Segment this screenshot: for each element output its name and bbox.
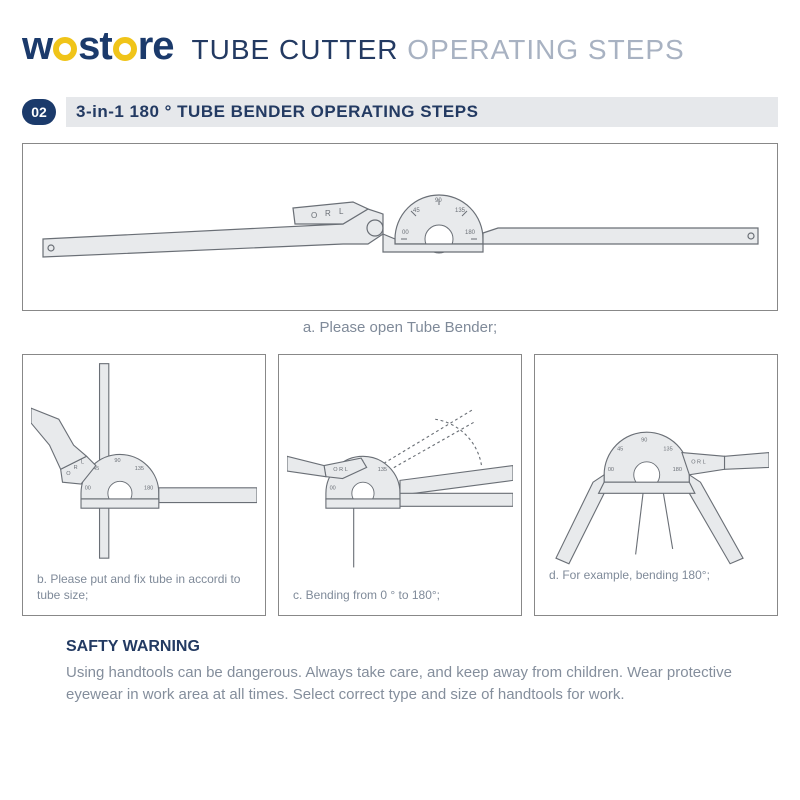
caption-a: a. Please open Tube Bender; bbox=[22, 319, 778, 336]
svg-text:00: 00 bbox=[85, 486, 91, 492]
page-title: TUBE CUTTER OPERATING STEPS bbox=[192, 34, 685, 66]
figure-d: 00 45 90 135 180 O R L d. For example, b… bbox=[534, 354, 778, 616]
title-bold: TUBE CUTTER bbox=[192, 34, 399, 65]
svg-text:L: L bbox=[81, 460, 84, 466]
logo-ring-icon bbox=[53, 37, 77, 61]
svg-text:180: 180 bbox=[465, 230, 476, 236]
svg-text:180: 180 bbox=[144, 486, 153, 492]
logo-text-3: re bbox=[138, 24, 174, 69]
svg-text:00: 00 bbox=[608, 467, 614, 473]
tube-bender-bending-icon: 00 45 90 135 O R L bbox=[287, 363, 513, 607]
tube-bender-open-icon: O R L 00 45 90 135 180 bbox=[23, 144, 777, 311]
svg-text:O: O bbox=[311, 211, 317, 220]
svg-text:135: 135 bbox=[135, 466, 144, 472]
warning-text: Using handtools can be dangerous. Always… bbox=[66, 662, 778, 706]
svg-text:R: R bbox=[325, 209, 331, 218]
svg-text:O: O bbox=[66, 471, 71, 477]
figure-c: 00 45 90 135 O R L c. Bending from 0 ° t… bbox=[278, 354, 522, 616]
svg-text:90: 90 bbox=[435, 198, 442, 204]
svg-text:45: 45 bbox=[617, 447, 623, 453]
section-bar: 02 3-in-1 180 ° TUBE BENDER OPERATING ST… bbox=[22, 97, 778, 127]
header-row: w st re TUBE CUTTER OPERATING STEPS bbox=[22, 24, 778, 69]
svg-text:135: 135 bbox=[663, 447, 672, 453]
svg-text:L: L bbox=[339, 207, 344, 216]
title-light: OPERATING STEPS bbox=[407, 34, 684, 65]
section-title: 3-in-1 180 ° TUBE BENDER OPERATING STEPS bbox=[66, 97, 778, 127]
figure-a: O R L 00 45 90 135 180 bbox=[22, 143, 778, 311]
warning-title: SAFTY WARNING bbox=[66, 638, 778, 656]
svg-text:135: 135 bbox=[455, 208, 466, 214]
svg-text:45: 45 bbox=[413, 208, 420, 214]
figure-b: 00 45 90 135 180 O R L b. Please put and… bbox=[22, 354, 266, 616]
svg-text:R: R bbox=[74, 465, 78, 471]
safety-warning: SAFTY WARNING Using handtools can be dan… bbox=[22, 638, 778, 706]
caption-d: d. For example, bending 180°; bbox=[549, 567, 763, 583]
svg-text:90: 90 bbox=[114, 458, 120, 464]
logo-text-2: st bbox=[78, 24, 112, 69]
svg-text:00: 00 bbox=[330, 486, 336, 492]
caption-c: c. Bending from 0 ° to 180°; bbox=[293, 587, 507, 603]
svg-text:O R L: O R L bbox=[691, 460, 706, 466]
svg-text:00: 00 bbox=[402, 230, 409, 236]
brand-logo: w st re bbox=[22, 24, 174, 69]
step-number-badge: 02 bbox=[22, 99, 56, 125]
logo-ring-icon bbox=[113, 37, 137, 61]
figure-row: 00 45 90 135 180 O R L b. Please put and… bbox=[22, 354, 778, 616]
svg-text:135: 135 bbox=[378, 467, 387, 473]
logo-text-1: w bbox=[22, 24, 52, 69]
svg-text:90: 90 bbox=[641, 437, 647, 443]
svg-text:180: 180 bbox=[673, 467, 682, 473]
svg-text:O R L: O R L bbox=[333, 467, 348, 473]
caption-b: b. Please put and fix tube in accordi to… bbox=[37, 571, 251, 603]
